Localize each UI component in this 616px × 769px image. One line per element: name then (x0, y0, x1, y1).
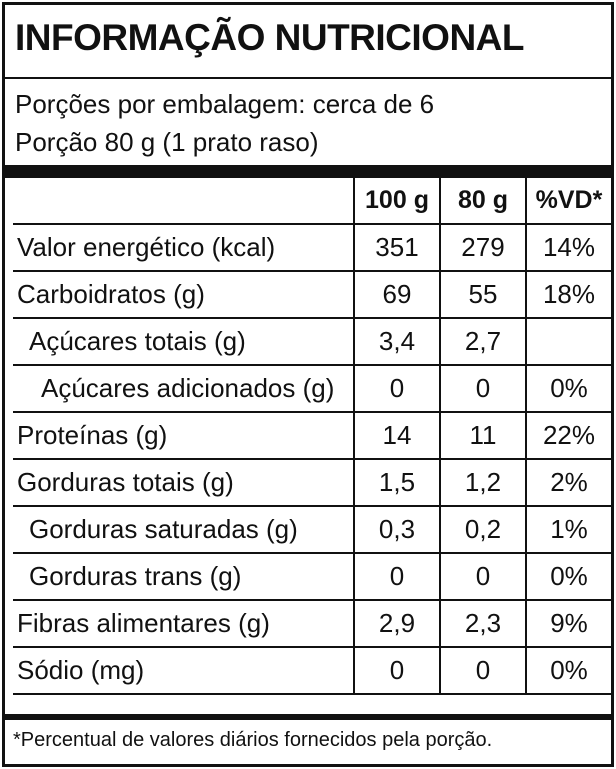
nutrient-value: 351 (353, 223, 441, 272)
footnote: *Percentual de valores diários fornecido… (13, 729, 493, 751)
nutrient-row: Carboidratos (g) 69 55 18% (13, 270, 611, 319)
nutrient-label: Carboidratos (g) (13, 270, 355, 319)
nutrient-value: 0 (439, 552, 527, 601)
nutrient-label: Açúcares adicionados (g) (13, 364, 355, 413)
nutrient-label: Gorduras saturadas (g) (13, 505, 355, 554)
nutrient-row: Proteínas (g) 14 11 22% (13, 411, 611, 460)
nutrient-value: 0 (439, 646, 527, 695)
title: INFORMAÇÃO NUTRICIONAL (15, 17, 525, 58)
nutrient-value: 0 (439, 364, 527, 413)
nutrient-value: 0 (353, 552, 441, 601)
nutrient-row: Açúcares adicionados (g) 0 0 0% (13, 364, 611, 413)
nutrient-value: 2,3 (439, 599, 527, 648)
thick-rule (5, 714, 611, 720)
nutrient-value: 2,7 (439, 317, 527, 366)
nutrient-row: Gorduras trans (g) 0 0 0% (13, 552, 611, 601)
nutrient-value: 0% (525, 646, 611, 695)
nutrient-value: 0 (353, 646, 441, 695)
rule (5, 77, 611, 79)
nutrient-label: Gorduras totais (g) (13, 458, 355, 507)
column-header: %VD* (525, 178, 611, 225)
nutrient-row: Sódio (mg) 0 0 0% (13, 646, 611, 695)
nutrient-value: 9% (525, 599, 611, 648)
nutrient-value: 1% (525, 505, 611, 554)
nutrient-value: 3,4 (353, 317, 441, 366)
nutrient-value: 2,9 (353, 599, 441, 648)
servings: Porções por embalagem: cerca de 6 (15, 89, 435, 119)
nutrient-label: Fibras alimentares (g) (13, 599, 355, 648)
nutrient-row: Fibras alimentares (g) 2,9 2,3 9% (13, 599, 611, 648)
nutrient-value: 1,5 (353, 458, 441, 507)
portion: Porção 80 g (1 prato raso) (15, 127, 319, 157)
nutrient-value: 0% (525, 364, 611, 413)
nutrient-value: 2% (525, 458, 611, 507)
nutrient-value: 18% (525, 270, 611, 319)
nutrient-value (525, 317, 611, 366)
nutrient-value: 14 (353, 411, 441, 460)
nutrient-row: Valor energético (kcal) 351 279 14% (13, 223, 611, 272)
column-header: 80 g (439, 178, 527, 225)
nutrient-row: Açúcares totais (g) 3,4 2,7 (13, 317, 611, 366)
column-header: 100 g (353, 178, 441, 225)
nutrient-value: 279 (439, 223, 527, 272)
nutrient-label: Gorduras trans (g) (13, 552, 355, 601)
nutrient-value: 0 (353, 364, 441, 413)
nutrient-value: 0,3 (353, 505, 441, 554)
nutrient-value: 11 (439, 411, 527, 460)
nutrient-value: 0,2 (439, 505, 527, 554)
nutrient-label: Sódio (mg) (13, 646, 355, 695)
nutrient-row: Gorduras totais (g) 1,5 1,2 2% (13, 458, 611, 507)
nutrient-value: 14% (525, 223, 611, 272)
header-empty (13, 178, 355, 225)
nutrient-value: 69 (353, 270, 441, 319)
nutrient-value: 22% (525, 411, 611, 460)
thick-rule (5, 165, 611, 178)
nutrient-value: 0% (525, 552, 611, 601)
nutrition-table: 100 g 80 g %VD* Valor energético (kcal) 351 2… (13, 178, 611, 695)
nutrient-label: Açúcares totais (g) (13, 317, 355, 366)
nutrient-value: 1,2 (439, 458, 527, 507)
nutrient-row: Gorduras saturadas (g) 0,3 0,2 1% (13, 505, 611, 554)
nutrient-label: Valor energético (kcal) (13, 223, 355, 272)
nutrient-label: Proteínas (g) (13, 411, 355, 460)
header-row: 100 g 80 g %VD* (13, 178, 611, 225)
nutrient-value: 55 (439, 270, 527, 319)
